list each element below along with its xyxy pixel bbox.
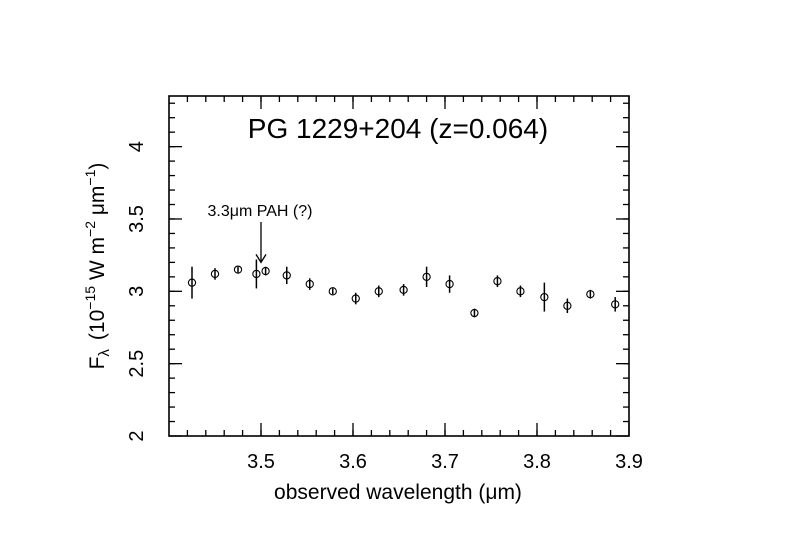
point-marker — [422, 272, 431, 282]
y-label-exp3: −1 — [82, 169, 98, 185]
point-marker — [305, 279, 314, 289]
point-marker — [328, 287, 337, 296]
pah-annotation: 3.3μm PAH (?) — [208, 203, 313, 220]
y-label-unit-mid: W m — [86, 237, 109, 286]
point-marker — [261, 266, 270, 276]
tick-marks — [169, 96, 630, 437]
chart-title: PG 1229+204 (z=0.064) — [248, 113, 548, 144]
y-label-unit-open: (10 — [86, 310, 109, 340]
y-tick-labels: 2 2.5 3 3.5 4 — [126, 141, 148, 441]
point-marker — [399, 285, 408, 295]
data-point — [611, 297, 620, 312]
data-point — [399, 284, 408, 296]
data-point — [210, 268, 220, 280]
data-points — [187, 259, 620, 318]
point-marker — [282, 271, 291, 280]
y-tick-label: 3.5 — [126, 205, 148, 233]
point-marker — [493, 277, 502, 286]
point-marker — [563, 301, 572, 310]
data-point — [445, 275, 454, 293]
point-marker — [187, 278, 197, 287]
pah-arrow — [255, 222, 267, 264]
y-label-unit-close: ) — [86, 163, 109, 170]
y-tick-label: 4 — [126, 141, 148, 152]
data-point — [470, 308, 479, 318]
point-marker — [252, 269, 261, 279]
y-axis-label: Fλ (10−15 W m−2 μm−1) — [82, 163, 113, 370]
point-marker — [351, 294, 360, 303]
data-point — [586, 289, 595, 299]
x-tick-labels: 3.5 3.6 3.7 3.8 3.9 — [247, 451, 643, 473]
point-marker — [374, 287, 383, 296]
data-point — [422, 266, 431, 287]
point-marker — [611, 300, 620, 309]
data-point — [282, 266, 291, 285]
y-label-prefix-sub: λ — [96, 349, 113, 357]
x-tick-label: 3.8 — [523, 451, 551, 473]
y-label-unit-mid2: μm — [86, 186, 109, 221]
data-point — [187, 266, 197, 299]
data-point — [563, 298, 572, 314]
arrow-head — [255, 254, 267, 264]
y-label-prefix: F — [86, 357, 109, 370]
y-label-exp1: −15 — [82, 286, 98, 310]
data-point — [261, 266, 270, 276]
data-point — [233, 265, 243, 274]
data-point — [374, 285, 383, 298]
x-tick-label: 3.6 — [339, 451, 367, 473]
data-point — [493, 275, 502, 287]
point-marker — [516, 287, 525, 296]
point-marker — [586, 290, 595, 299]
y-tick-label: 2 — [126, 430, 148, 441]
plot-frame — [168, 95, 630, 437]
x-tick-label: 3.5 — [247, 451, 275, 473]
point-marker — [470, 308, 479, 318]
y-tick-label: 3 — [126, 286, 148, 297]
x-tick-label: 3.7 — [431, 451, 459, 473]
point-marker — [210, 269, 220, 279]
point-marker — [233, 265, 243, 274]
point-marker — [540, 292, 549, 302]
x-tick-label: 3.9 — [615, 451, 643, 473]
data-point — [252, 259, 261, 289]
data-point — [351, 292, 360, 305]
y-tick-label: 2.5 — [126, 350, 148, 378]
data-point — [305, 278, 314, 290]
data-point — [516, 285, 525, 298]
data-point — [328, 287, 337, 296]
x-axis-label: observed wavelength (μm) — [274, 481, 522, 504]
data-point — [540, 282, 549, 312]
point-marker — [445, 279, 454, 289]
y-label-exp2: −2 — [82, 221, 98, 237]
